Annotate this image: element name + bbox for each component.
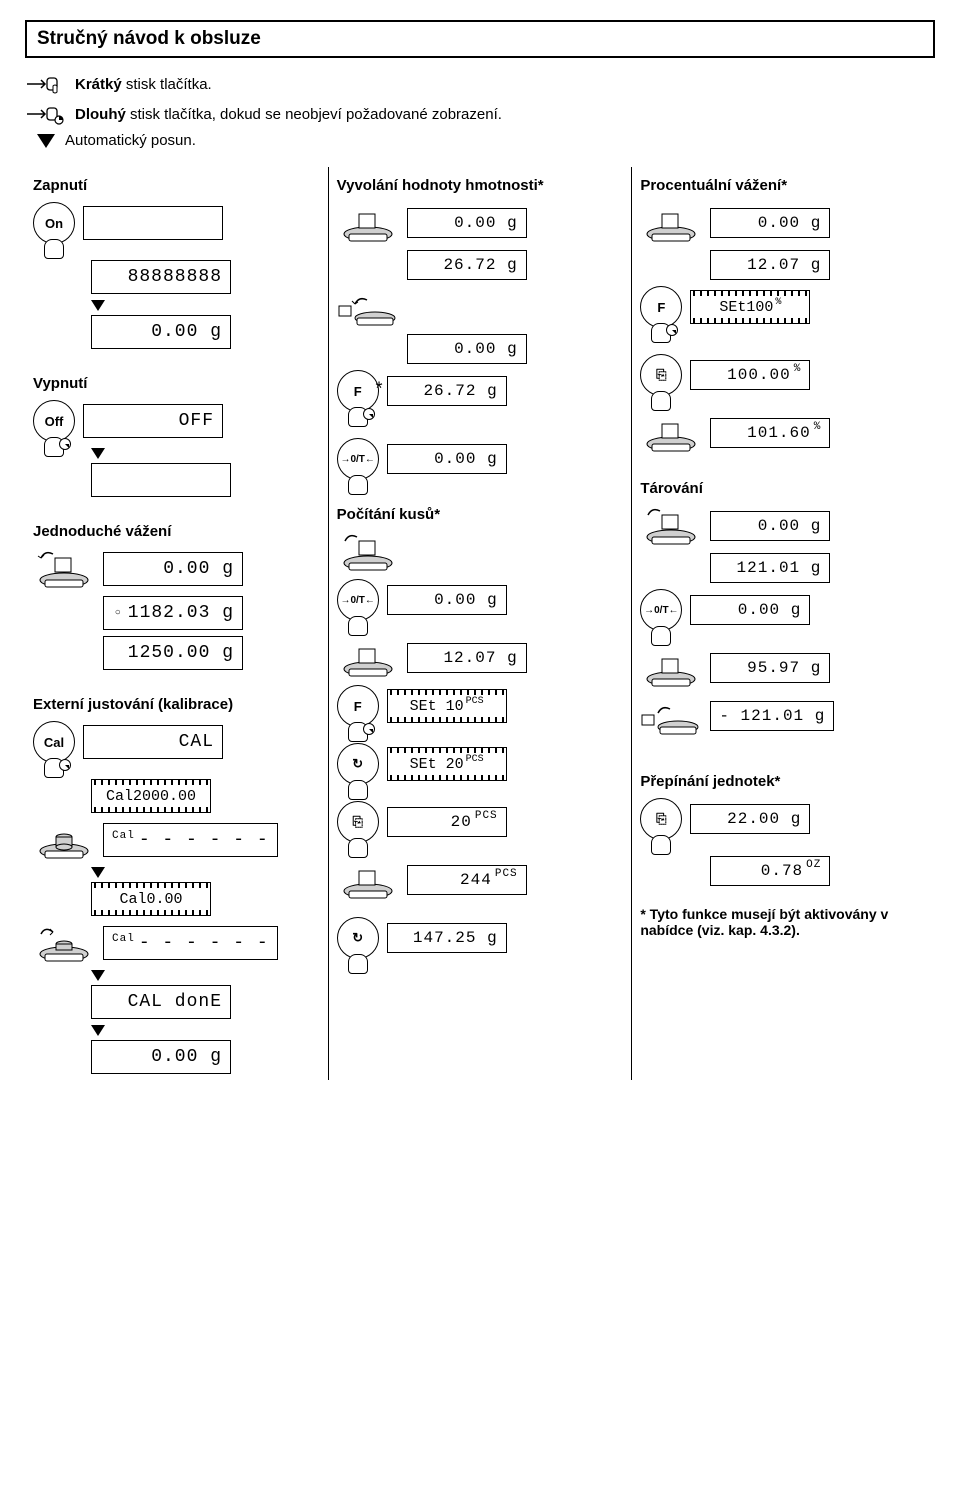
section-percent: Procentuální vážení* <box>640 177 927 194</box>
display-off: OFF <box>83 404 223 438</box>
scale-place-icon <box>33 548 95 590</box>
scale-icon-m1 <box>337 202 399 244</box>
column-right: Procentuální vážení* 0.00 g 12.07 g F SE… <box>631 167 935 1080</box>
display-t1: 0.00 g <box>710 511 830 541</box>
page-title: Stručný návod k obsluze <box>37 28 261 49</box>
section-tare: Tárování <box>640 480 927 497</box>
legend-short: Krátký stisk tlačítka. <box>25 72 935 96</box>
scale-icon-t1 <box>640 505 702 547</box>
out-button[interactable]: ⎘ <box>337 801 379 843</box>
display-blank2 <box>91 463 231 497</box>
display-w1: ○1182.03 g <box>103 596 243 630</box>
tare-button-2[interactable]: →0/T← <box>337 579 379 621</box>
display-zero: 0.00 g <box>91 315 231 349</box>
display-m1: 0.00 g <box>407 208 527 238</box>
section-off: Vypnutí <box>33 375 320 392</box>
display-u1: 22.00 g <box>690 804 810 834</box>
display-caldone: CAL donE <box>91 985 231 1019</box>
press-long-icon <box>25 102 65 126</box>
f-button-2[interactable]: F <box>337 685 379 727</box>
display-pct10160: 101.60% <box>710 418 830 448</box>
scale-icon-c3 <box>337 859 399 901</box>
scale-icon-p1 <box>640 202 702 244</box>
section-on: Zapnutí <box>33 177 320 194</box>
section-cal: Externí justování (kalibrace) <box>33 696 320 713</box>
legend-long: Dlouhý stisk tlačítka, dokud se neobjeví… <box>25 102 935 126</box>
off-button[interactable]: Off <box>33 400 75 442</box>
cycle-button[interactable]: ↻ <box>337 743 379 785</box>
display-pcs20: 20PCS <box>387 807 507 837</box>
title-box: Stručný návod k obsluze <box>25 20 935 58</box>
display-set10: SEt 10PCS <box>387 689 507 723</box>
scale-calweight-icon <box>33 819 95 861</box>
on-button[interactable]: On <box>33 202 75 244</box>
scale-icon-p2 <box>640 412 702 454</box>
column-mid: Vyvolání hodnoty hmotnosti* 0.00 g 26.72… <box>328 167 632 1080</box>
display-t2: 121.01 g <box>710 553 830 583</box>
display-m5: 0.00 g <box>387 444 507 474</box>
scale-remove-icon2 <box>337 286 399 328</box>
display-pct100: 100.00% <box>690 360 810 390</box>
footnote: * Tyto funkce musejí být aktivovány v na… <box>640 906 927 938</box>
legend: Krátký stisk tlačítka. Dlouhý stisk tlač… <box>25 72 935 149</box>
display-caldash2: Cal- - - - - - <box>103 926 278 960</box>
display-w2: 1250.00 g <box>103 636 243 670</box>
section-count: Počítání kusů* <box>337 506 624 523</box>
legend-auto: Automatický posun. <box>25 132 935 149</box>
scale-icon-c1 <box>337 531 399 573</box>
scale-remove-icon <box>33 922 95 964</box>
f-button[interactable]: F <box>337 370 379 412</box>
display-t3: 0.00 g <box>690 595 810 625</box>
scale-remove-icon3 <box>640 695 702 737</box>
display-t5: - 121.01 g <box>710 701 834 731</box>
section-recall: Vyvolání hodnoty hmotnosti* <box>337 177 624 194</box>
out-button-2[interactable]: ⎘ <box>640 354 682 396</box>
display-m3: 0.00 g <box>407 334 527 364</box>
display-c1: 0.00 g <box>387 585 507 615</box>
section-unit: Přepínání jednotek* <box>640 773 927 790</box>
display-p2: 12.07 g <box>710 250 830 280</box>
display-blank <box>83 206 223 240</box>
scale-icon-c2 <box>337 637 399 679</box>
display-t4: 95.97 g <box>710 653 830 683</box>
cycle-button-2[interactable]: ↻ <box>337 917 379 959</box>
display-c2: 12.07 g <box>407 643 527 673</box>
display-set100: SEt100% <box>690 290 810 324</box>
display-all8: 88888888 <box>91 260 231 294</box>
tare-button-3[interactable]: →0/T← <box>640 589 682 631</box>
display-caldash: Cal- - - - - - <box>103 823 278 857</box>
display-u2: 0.78OZ <box>710 856 830 886</box>
display-14725: 147.25 g <box>387 923 507 953</box>
out-button-3[interactable]: ⎘ <box>640 798 682 840</box>
display-cal2000: Cal2000.00 <box>91 779 211 813</box>
triangle-down-icon <box>37 134 55 148</box>
tare-button[interactable]: →0/T← <box>337 438 379 480</box>
display-m4: *26.72 g <box>387 376 507 406</box>
display-p1: 0.00 g <box>710 208 830 238</box>
press-short-icon <box>25 72 65 96</box>
scale-icon-t2 <box>640 647 702 689</box>
display-zero2: 0.00 g <box>103 552 243 586</box>
display-pcs244: 244PCS <box>407 865 527 895</box>
cal-button[interactable]: Cal <box>33 721 75 763</box>
column-left: Zapnutí On 88888888 0.00 g Vypnutí Off O… <box>25 167 328 1080</box>
display-m2: 26.72 g <box>407 250 527 280</box>
display-cal000: Cal0.00 <box>91 882 211 916</box>
display-cal: CAL <box>83 725 223 759</box>
display-set20: SEt 20PCS <box>387 747 507 781</box>
display-zero3: 0.00 g <box>91 1040 231 1074</box>
f-button-3[interactable]: F <box>640 286 682 328</box>
section-simple: Jednoduché vážení <box>33 523 320 540</box>
